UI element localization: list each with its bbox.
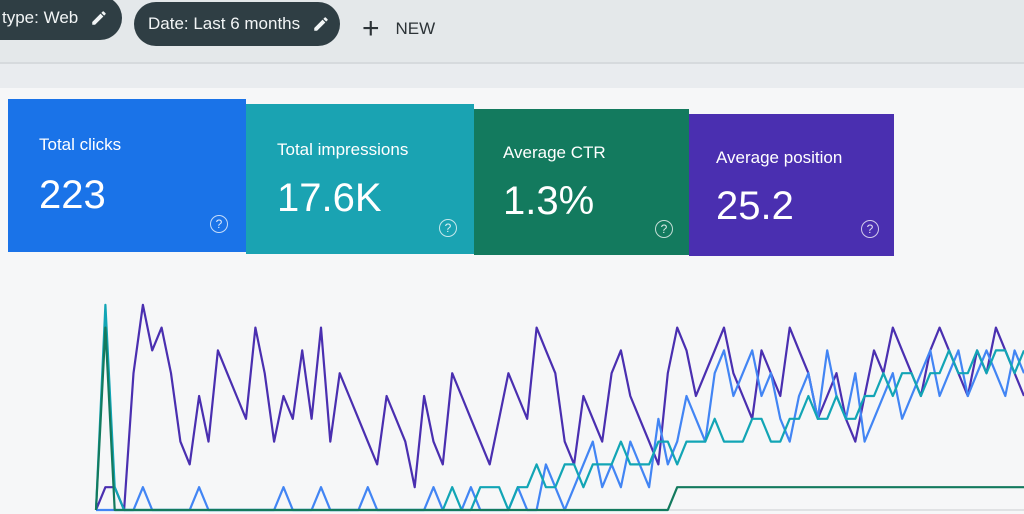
- plus-icon: +: [362, 12, 380, 45]
- chart-series-line-3: [94, 326, 1024, 512]
- filter-bar: type: Web Date: Last 6 months + NEW: [0, 0, 1024, 64]
- date-range-filter-label: Date: Last 6 months: [148, 14, 301, 33]
- search-type-filter-label: type: Web: [2, 8, 79, 27]
- metric-label: Total clicks: [39, 135, 122, 154]
- help-icon[interactable]: ?: [439, 219, 457, 237]
- metric-value: 1.3%: [503, 179, 595, 223]
- metric-card-average-position[interactable]: Average position 25.2 ?: [689, 114, 894, 256]
- metric-value: 223: [39, 173, 106, 217]
- metric-label: Total impressions: [277, 140, 409, 159]
- metric-card-average-ctr[interactable]: Average CTR 1.3% ?: [474, 109, 689, 255]
- metric-value: 17.6K: [277, 176, 382, 220]
- metric-label: Average CTR: [503, 143, 606, 162]
- chart-series-line-0: [94, 303, 1024, 512]
- help-icon[interactable]: ?: [655, 220, 673, 238]
- pencil-icon[interactable]: [90, 9, 108, 27]
- metric-value: 25.2: [716, 184, 794, 228]
- new-filter-label: NEW: [395, 19, 436, 38]
- metric-label: Average position: [716, 148, 843, 167]
- performance-line-chart: [94, 303, 1024, 512]
- metric-card-total-impressions[interactable]: Total impressions 17.6K ?: [246, 104, 474, 254]
- help-icon[interactable]: ?: [861, 220, 879, 238]
- new-filter-button[interactable]: + NEW: [362, 12, 435, 46]
- search-type-filter-chip[interactable]: type: Web: [0, 0, 122, 40]
- metric-card-total-clicks[interactable]: Total clicks 223 ?: [8, 99, 246, 252]
- pencil-icon[interactable]: [312, 15, 330, 33]
- help-icon[interactable]: ?: [210, 215, 228, 233]
- date-range-filter-chip[interactable]: Date: Last 6 months: [134, 2, 340, 46]
